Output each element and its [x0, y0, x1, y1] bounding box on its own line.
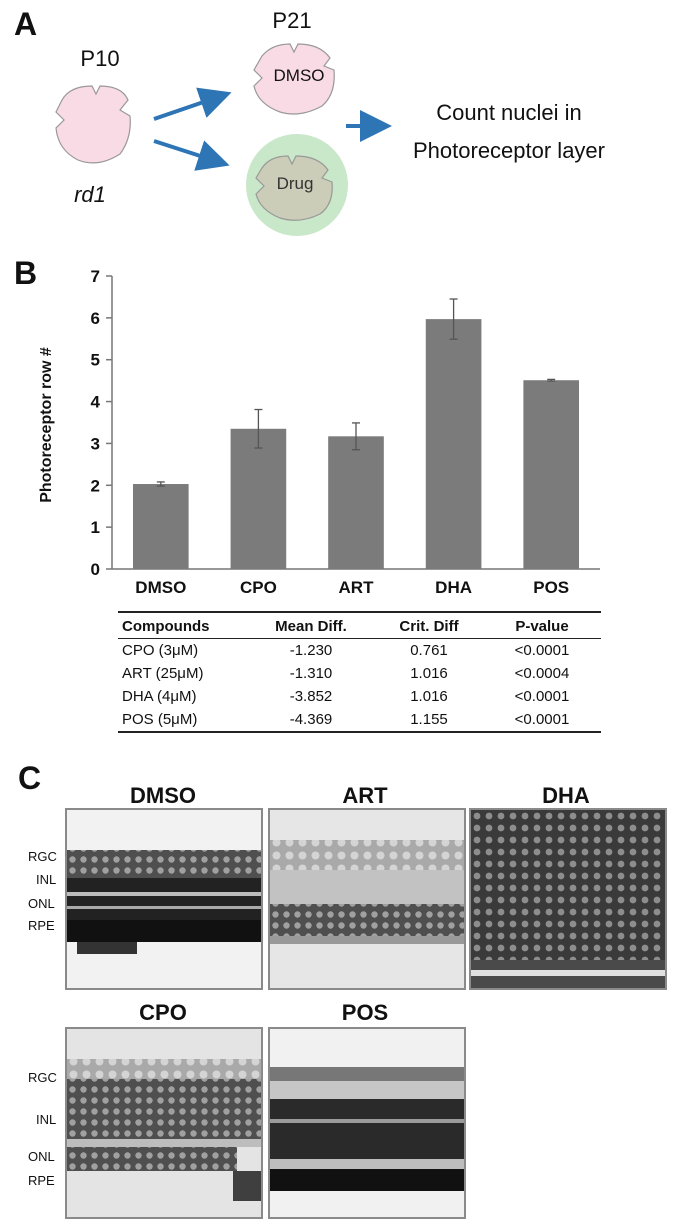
x-tick-label-dha: DHA: [435, 578, 472, 597]
p10-retina-shape: [55, 85, 131, 164]
table-cell: <0.0001: [483, 708, 601, 733]
table-cell: DHA (4μM): [122, 688, 197, 705]
table-cell: CPO (3μM): [122, 642, 199, 659]
y-tick-label: 2: [91, 476, 100, 495]
y-tick-label: 3: [91, 434, 100, 453]
y-tick-label: 7: [91, 267, 100, 286]
micrograph-dmso: [65, 808, 263, 990]
table-cell: 1.016: [410, 688, 448, 705]
table-cell: 1.016: [410, 665, 448, 682]
micrograph-cpo: [65, 1027, 263, 1219]
dmso-retina-shape: [253, 43, 335, 115]
bar-chart: 0 1 2 3 4 5 6 7 DMSO CPO ART DHA POS: [91, 267, 600, 597]
micrograph-title-dmso: DMSO: [130, 783, 196, 808]
p10-label: P10: [80, 46, 120, 71]
y-tick-label: 4: [91, 393, 101, 412]
layer-label-rpe: RPE: [28, 918, 55, 933]
header-mean-diff: Mean Diff.: [247, 611, 375, 639]
x-tick-label-dmso: DMSO: [135, 578, 186, 597]
stats-table-header-row: Compounds Mean Diff. Crit. Diff P-value: [118, 611, 601, 639]
bar-cpo: [230, 428, 287, 569]
layer-label-onl: ONL: [28, 896, 55, 911]
table-row: CPO (3μM) -1.230 0.761 <0.0001: [118, 639, 601, 663]
panel-b-letter: B: [14, 255, 38, 291]
bar-dmso: [132, 484, 189, 569]
table-cell: -1.310: [289, 665, 333, 682]
table-cell: -1.230: [289, 642, 333, 659]
micrograph-pos: [268, 1027, 466, 1219]
y-tick-label: 0: [91, 560, 100, 579]
x-tick-label-cpo: CPO: [240, 578, 277, 597]
strain-label: rd1: [74, 182, 106, 207]
dmso-retina-label: DMSO: [273, 66, 325, 85]
table-row: ART (25μM) -1.310 1.016 <0.0004: [118, 662, 601, 685]
outcome-line-2: Photoreceptor layer: [413, 138, 605, 163]
panel-a-letter: A: [14, 6, 38, 42]
table-cell: -4.369: [247, 708, 375, 733]
arrow-to-dmso: [153, 87, 232, 121]
table-cell: POS (5μM): [118, 708, 247, 733]
micrograph-title-pos: POS: [341, 1000, 389, 1025]
layer-label-rgc: RGC: [28, 849, 57, 864]
table-row: DHA (4μM) -3.852 1.016 <0.0001: [118, 685, 601, 708]
drug-retina-shape: [255, 155, 333, 221]
layer-label-inl-2: INL: [36, 1112, 57, 1127]
table-cell: ART (25μM): [122, 665, 204, 682]
layer-label-rpe-2: RPE: [28, 1173, 55, 1188]
micrograph-title-art: ART: [342, 783, 388, 808]
y-tick-label: 5: [91, 351, 100, 370]
table-row: POS (5μM) -4.369 1.155 <0.0001: [118, 708, 601, 733]
layer-label-onl-2: ONL: [28, 1149, 55, 1164]
bar-art: [328, 436, 384, 569]
header-crit-diff: Crit. Diff: [375, 611, 483, 639]
table-cell: <0.0004: [514, 665, 570, 682]
schematic-graphic: [55, 43, 392, 236]
micrograph-dha: [469, 808, 667, 990]
micrograph-art: [268, 808, 466, 990]
layer-label-rgc-2: RGC: [28, 1070, 57, 1085]
bar-pos: [523, 380, 580, 569]
y-tick-label: 1: [91, 518, 100, 537]
layer-label-inl: INL: [36, 872, 57, 887]
x-tick-label-art: ART: [339, 578, 375, 597]
x-tick-label-pos: POS: [533, 578, 569, 597]
p21-label: P21: [272, 8, 312, 33]
outcome-line-1: Count nuclei in: [436, 100, 582, 125]
arrow-to-drug: [153, 139, 230, 171]
header-compounds: Compounds: [118, 611, 247, 639]
drug-retina-label: Drug: [276, 174, 314, 193]
bar-dha: [425, 319, 482, 569]
y-tick-label: 6: [91, 309, 100, 328]
header-p-value: P-value: [483, 611, 601, 639]
table-cell: 0.761: [410, 642, 448, 659]
micrograph-title-cpo: CPO: [139, 1000, 187, 1025]
table-cell: -3.852: [289, 688, 333, 705]
micrograph-title-dha: DHA: [542, 783, 590, 808]
stats-table: Compounds Mean Diff. Crit. Diff P-value …: [118, 611, 601, 733]
panel-c-letter: C: [18, 760, 42, 796]
table-cell: 1.155: [375, 708, 483, 733]
table-cell: <0.0001: [514, 642, 570, 659]
table-cell: <0.0001: [514, 688, 570, 705]
